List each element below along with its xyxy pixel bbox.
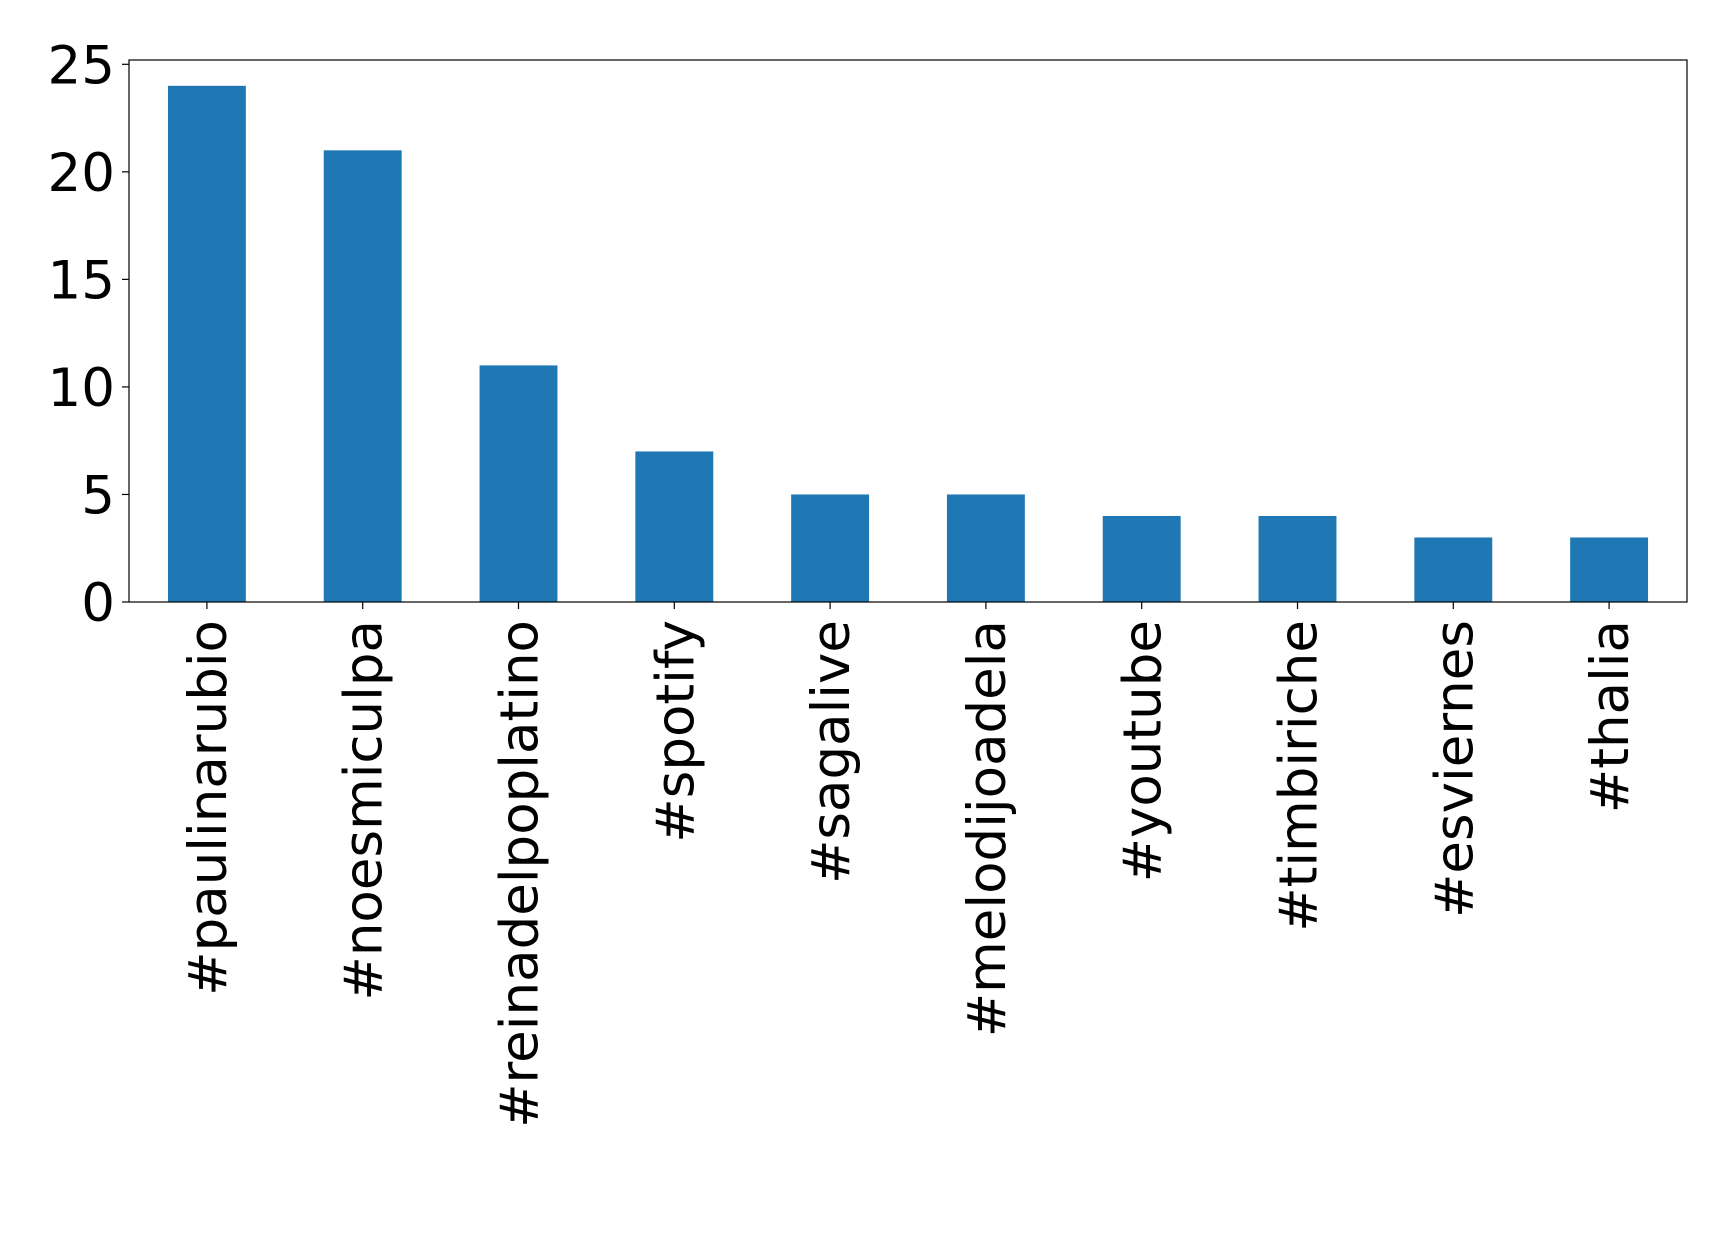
y-tick-label: 5 (81, 465, 115, 526)
bar (1102, 515, 1181, 602)
bar (323, 150, 402, 603)
bar (946, 494, 1025, 602)
x-tick-label: #melodijoadela (957, 620, 1018, 1037)
x-tick-label: #reinadelpoplatino (490, 620, 551, 1128)
bar (635, 451, 714, 602)
y-tick-label: 25 (48, 35, 115, 96)
plot-frame (128, 59, 1688, 603)
bar (791, 494, 870, 602)
bar (1570, 537, 1649, 602)
bar (479, 365, 558, 602)
x-tick-label: #timbiriche (1269, 620, 1330, 932)
y-tick-label: 0 (81, 573, 115, 634)
y-tick-label: 15 (48, 250, 115, 311)
bar (1258, 515, 1337, 602)
bar (1414, 537, 1493, 602)
x-tick-label: #sagalive (801, 620, 862, 884)
x-tick-label: #noesmiculpa (334, 620, 395, 1001)
y-tick-label: 20 (48, 143, 115, 204)
x-tick-label: #paulinarubio (178, 620, 239, 996)
x-tick-label: #youtube (1113, 620, 1174, 882)
x-tick-label: #spotify (645, 620, 706, 843)
x-tick-label: #thalia (1580, 620, 1641, 813)
x-tick-label: #esviernes (1424, 620, 1485, 918)
bar (167, 85, 246, 603)
y-tick-label: 10 (48, 358, 115, 419)
